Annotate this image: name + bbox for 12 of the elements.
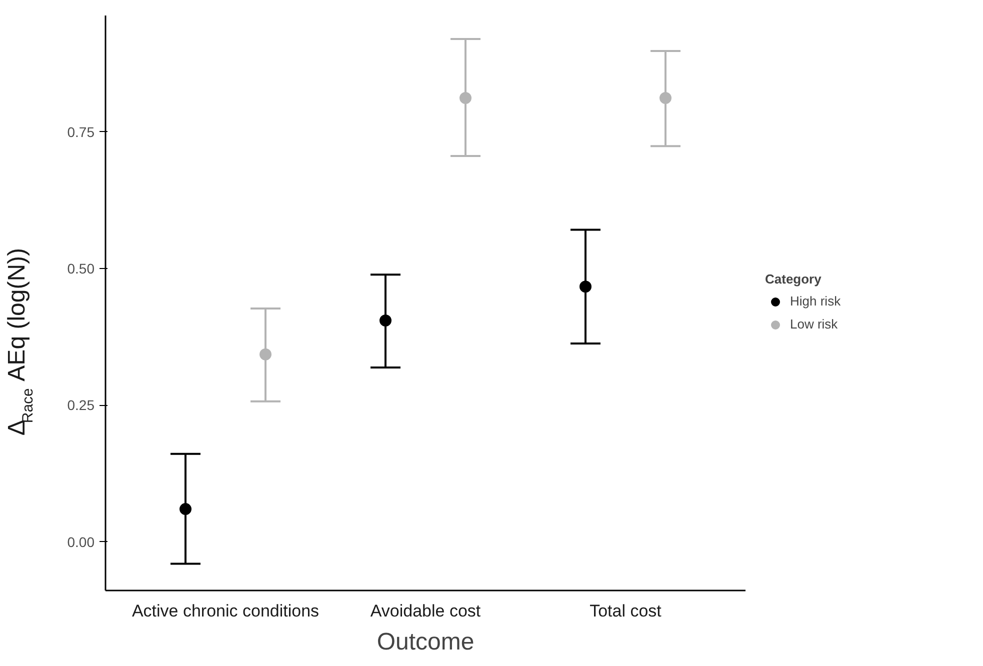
x-tick-label: Total cost — [590, 602, 662, 620]
legend-label: Low risk — [790, 316, 838, 332]
legend-label: High risk — [790, 294, 841, 308]
x-tick-label: Active chronic conditions — [132, 602, 320, 620]
y-tick-label: 0.75 — [67, 124, 95, 140]
x-tick-label: Avoidable cost — [370, 602, 481, 620]
y-tick-label: 0.25 — [67, 397, 95, 414]
y-axis-title: ΔRace AEq (log(N)) — [4, 248, 36, 436]
y-tick-label: 0.50 — [67, 260, 95, 277]
x-axis-title: Outcome — [376, 628, 474, 656]
y-tick-label: 0.00 — [67, 534, 95, 550]
legend-title: Category — [765, 271, 822, 286]
